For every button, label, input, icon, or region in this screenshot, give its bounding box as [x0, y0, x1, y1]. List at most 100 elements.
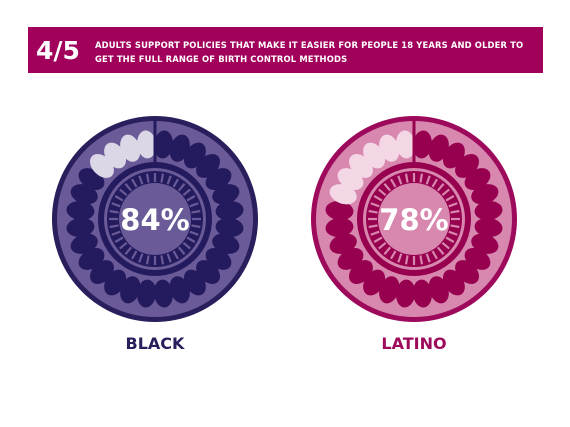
dial-tick [189, 202, 199, 208]
pill-empty [120, 134, 141, 162]
dial-tick [177, 183, 186, 192]
dial-tick [419, 255, 424, 265]
value-label-latino: 78% [379, 203, 448, 237]
pill-filled [70, 233, 98, 254]
dial-tick [419, 173, 424, 183]
dial-tick [145, 255, 150, 265]
dial-tick [404, 173, 409, 183]
value-label-black: 84% [120, 203, 189, 237]
dial-tick [425, 253, 431, 263]
pill-filled [412, 130, 432, 159]
dial-tick [373, 236, 383, 243]
dial-tick [182, 188, 191, 197]
dial-tick [390, 250, 397, 260]
dial-tick [166, 175, 172, 185]
dial-tick [431, 250, 438, 260]
pill-filled [153, 130, 173, 159]
pill-filled [442, 269, 465, 296]
pill-empty [396, 130, 416, 159]
dial-tick [436, 246, 445, 255]
dial-tick [378, 188, 387, 197]
dial-tick [431, 178, 438, 188]
dial-tick [138, 175, 144, 185]
dial-tick [109, 224, 119, 229]
dial-tick [186, 236, 196, 243]
dial-tick [160, 255, 165, 265]
headline-fraction: 4/5 [36, 36, 80, 65]
dial-tick [373, 195, 383, 202]
dial-tick [114, 236, 124, 243]
dial-tick [131, 178, 138, 188]
pill-filled [66, 217, 95, 237]
headline-text: ADULTS SUPPORT POLICIES THAT MAKE IT EAS… [95, 40, 524, 64]
dial-tick [119, 241, 128, 250]
pill-filled [329, 233, 357, 254]
dial-center [378, 183, 450, 255]
dial-tick [368, 224, 378, 229]
dial-tick [370, 202, 380, 208]
dial-tick [450, 224, 460, 229]
dial-tick [448, 230, 458, 236]
dial-tick [189, 230, 199, 236]
dial-tick [445, 236, 455, 243]
dial-tick [441, 241, 450, 250]
pill-empty [104, 142, 127, 169]
dial-tick [124, 246, 133, 255]
pill-filled [464, 168, 491, 191]
dial-tick [368, 209, 378, 214]
pill-filled [153, 279, 173, 308]
pill-filled [325, 217, 354, 237]
headline-banner: 4/5 ADULTS SUPPORT POLICIES THAT MAKE IT… [28, 27, 543, 73]
pill-filled [412, 279, 432, 308]
dial-tick [397, 175, 403, 185]
pill-filled [428, 276, 449, 304]
pill-filled [66, 201, 95, 221]
dial-tick [172, 178, 179, 188]
pill-filled [396, 279, 416, 308]
dial-tick [404, 255, 409, 265]
dial-latino: 78% [311, 116, 517, 322]
dial-tick [383, 246, 392, 255]
chart-label-black: BLACK [125, 334, 185, 353]
dial-tick [166, 253, 172, 263]
dial-black: 84% [52, 116, 258, 322]
dial-tick [191, 224, 201, 229]
pill-filled [205, 168, 232, 191]
dial-tick [114, 195, 124, 202]
pill-filled [471, 184, 499, 205]
dial-tick [131, 250, 138, 260]
pill-filled [183, 269, 206, 296]
dial-tick [109, 209, 119, 214]
pill-filled [474, 201, 503, 221]
pill-filled [215, 217, 244, 237]
dial-tick [138, 253, 144, 263]
pill-filled [137, 279, 157, 308]
dial-tick [111, 202, 121, 208]
dial-tick [450, 209, 460, 214]
pill-filled [169, 276, 190, 304]
dial-tick [191, 209, 201, 214]
pill-filled [215, 201, 244, 221]
pill-filled [474, 217, 503, 237]
pill-filled [78, 247, 105, 270]
pill-filled [337, 247, 364, 270]
dial-tick [441, 188, 450, 197]
dial-tick [145, 173, 150, 183]
dial-tick [397, 253, 403, 263]
dial-tick [111, 230, 121, 236]
dial-tick [448, 202, 458, 208]
dial-tick [390, 178, 397, 188]
dial-tick [383, 183, 392, 192]
pill-filled [212, 184, 240, 205]
dial-tick [124, 183, 133, 192]
dial-tick [172, 250, 179, 260]
pill-filled [325, 201, 354, 221]
dial-center [119, 183, 191, 255]
dial-tick [445, 195, 455, 202]
dial-tick [378, 241, 387, 250]
dial-tick [182, 241, 191, 250]
pill-empty [137, 130, 157, 159]
pill-empty [363, 142, 386, 169]
chart-label-latino: LATINO [381, 334, 447, 353]
